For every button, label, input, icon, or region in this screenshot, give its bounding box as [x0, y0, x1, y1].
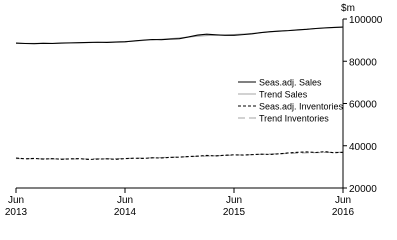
- series-line: [15, 151, 344, 161]
- legend-label: Seas.adj. Inventories: [259, 102, 344, 112]
- legend-label: Seas.adj. Sales: [259, 78, 322, 88]
- x-tick-label: Jun 2016: [332, 195, 355, 218]
- y-tick-label: 100000: [349, 15, 383, 26]
- series-line: [15, 151, 344, 160]
- series-line: [15, 26, 344, 45]
- chart: $m 20000 40000 60000 80000 100000 Jun 2013 Jun 2…: [5, 3, 383, 218]
- x-tick-label: Jun 2015: [223, 195, 246, 218]
- y-unit: $m: [341, 3, 355, 14]
- legend-label: Trend Inventories: [259, 114, 329, 124]
- y-tick-label: 40000: [349, 142, 377, 153]
- x-tick-label: Jun 2013: [5, 195, 28, 218]
- y-tick-label: 80000: [349, 57, 377, 68]
- legend-label: Trend Sales: [259, 90, 308, 100]
- y-tick-label: 20000: [349, 184, 377, 195]
- series-line: [15, 26, 344, 44]
- x-tick-label: Jun 2014: [114, 195, 137, 218]
- y-tick-label: 60000: [349, 100, 377, 111]
